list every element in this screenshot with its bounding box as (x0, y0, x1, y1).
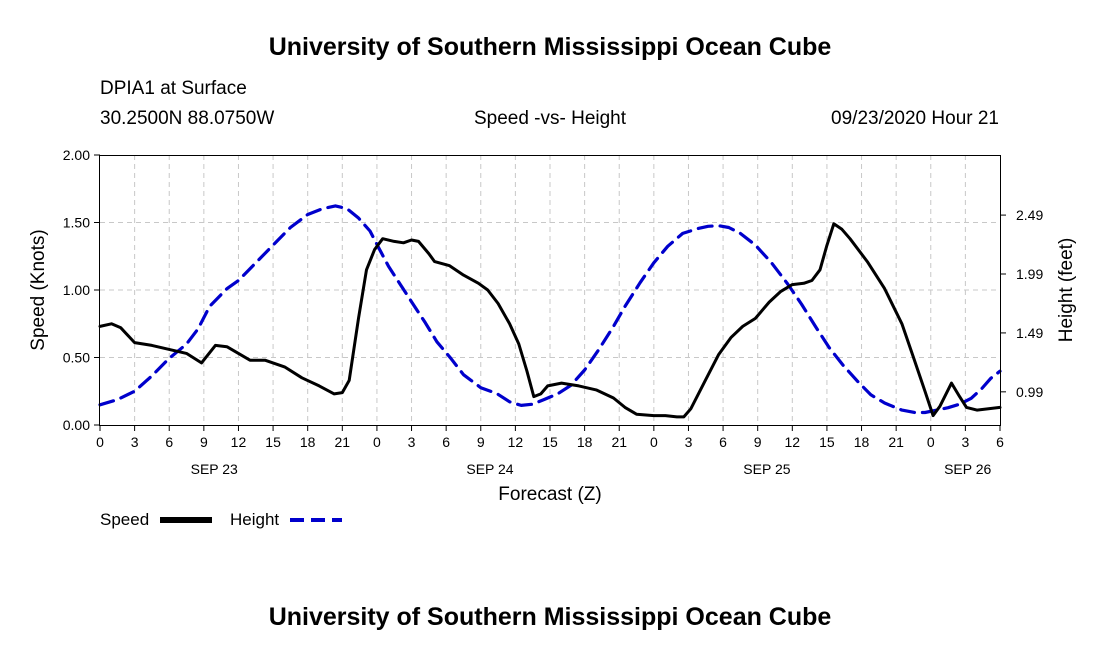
x-tick-label: 12 (508, 434, 524, 450)
x-tick-label: 9 (200, 434, 208, 450)
y-tick-label: 0.50 (63, 350, 90, 366)
grid (100, 155, 1000, 425)
x-tick-label: 18 (300, 434, 316, 450)
x-tick-label: 21 (888, 434, 904, 450)
legend: Speed Height (100, 510, 342, 529)
x-tick-label: 15 (819, 434, 835, 450)
x-tick-label: 6 (719, 434, 727, 450)
height-line (98, 204, 1002, 415)
x-tick-label: 12 (231, 434, 247, 450)
speed-line (98, 222, 1002, 419)
y-axis-height: 0.99 1.49 1.99 2.49 (1000, 207, 1043, 400)
height-series (98, 204, 1002, 415)
x-tick-label: 3 (408, 434, 416, 450)
y-tick-label: 0.00 (63, 417, 90, 433)
day-label: SEP 24 (466, 461, 513, 477)
x-tick-label: 6 (165, 434, 173, 450)
y2-tick-label: 2.49 (1016, 207, 1043, 223)
x-tick-label: 18 (577, 434, 593, 450)
chart-title: Speed -vs- Height (474, 108, 627, 129)
x-tick-label: 15 (542, 434, 558, 450)
y-tick-label: 2.00 (63, 147, 90, 163)
x-tick-label: 3 (685, 434, 693, 450)
top-title: University of Southern Mississippi Ocean… (269, 33, 832, 61)
x-tick-label: 0 (927, 434, 935, 450)
x-tick-label: 12 (785, 434, 801, 450)
x-tick-label: 9 (477, 434, 485, 450)
x-tick-label: 3 (961, 434, 969, 450)
x-tick-label: 15 (265, 434, 281, 450)
x-tick-label: 0 (650, 434, 658, 450)
x-axis: 0 3 6 9 12 15 18 21 0 3 6 9 12 15 18 21 0 3 6 9 12 15 18 21 0 3 6S… (96, 425, 1004, 477)
x-axis-label: Forecast (Z) (498, 484, 601, 505)
y-axis-label: Speed (Knots) (28, 229, 49, 350)
y2-tick-label: 0.99 (1016, 384, 1043, 400)
x-tick-label: 3 (131, 434, 139, 450)
y2-tick-label: 1.99 (1016, 266, 1043, 282)
x-tick-label: 9 (754, 434, 762, 450)
day-label: SEP 26 (944, 461, 991, 477)
x-tick-label: 21 (335, 434, 351, 450)
station-label: DPIA1 at Surface (100, 78, 247, 99)
y2-tick-label: 1.49 (1016, 325, 1043, 341)
x-tick-label: 21 (611, 434, 627, 450)
day-label: SEP 23 (191, 461, 238, 477)
forecast-date: 09/23/2020 Hour 21 (831, 108, 999, 129)
y-tick-label: 1.50 (63, 215, 90, 231)
speed-series (98, 222, 1002, 419)
y-axis-speed: 0.00 0.50 1.00 1.50 2.00 (63, 147, 100, 433)
legend-speed-label: Speed (100, 510, 149, 529)
station-coords: 30.2500N 88.0750W (100, 108, 274, 129)
x-tick-label: 0 (96, 434, 104, 450)
x-tick-label: 6 (996, 434, 1004, 450)
bottom-title: University of Southern Mississippi Ocean… (269, 603, 832, 631)
x-tick-label: 6 (442, 434, 450, 450)
day-label: SEP 25 (743, 461, 790, 477)
x-tick-label: 18 (854, 434, 870, 450)
x-tick-label: 0 (373, 434, 381, 450)
y2-axis-label: Height (feet) (1056, 238, 1077, 343)
y-tick-label: 1.00 (63, 282, 90, 298)
legend-height-label: Height (230, 510, 279, 529)
